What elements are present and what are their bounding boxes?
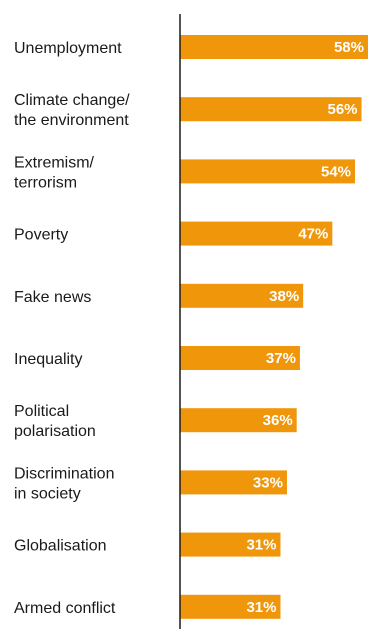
bars-layer: 58% 56% 54% 47% 38% 37% 36% 33% 31% 31% [180,35,368,619]
data-label: 47% [298,226,328,243]
bar [180,408,297,433]
bar [180,283,304,308]
data-label: 36% [263,412,293,429]
category-label: Fake news [14,289,91,306]
data-label: 31% [246,599,276,616]
category-label: Globalisation [14,538,107,555]
data-label: 31% [246,537,276,554]
data-label: 38% [269,288,299,305]
bar [180,35,368,59]
category-label: polarisation [14,423,96,440]
data-label: 58% [334,39,364,56]
category-label: Inequality [14,351,83,368]
category-labels: Unemployment Climate change/the environme… [14,40,130,617]
bar [180,470,287,495]
data-label: 33% [253,474,283,491]
category-label: the environment [14,112,129,129]
category-label: Climate change/ [14,92,130,109]
data-label: 54% [321,163,351,180]
category-label: Political [14,403,69,420]
data-label: 37% [266,350,296,367]
category-label: Poverty [14,227,68,244]
data-label: 56% [327,101,357,118]
bar [180,159,356,184]
bar [180,221,333,246]
bar [180,594,281,619]
category-label: Armed conflict [14,600,116,617]
bar [180,97,362,122]
category-label: in society [14,485,81,502]
bar [180,532,281,557]
category-label: Unemployment [14,40,122,57]
category-label: terrorism [14,174,77,191]
category-label: Extremism/ [14,154,95,171]
bar [180,346,300,370]
category-label: Discrimination [14,465,114,482]
